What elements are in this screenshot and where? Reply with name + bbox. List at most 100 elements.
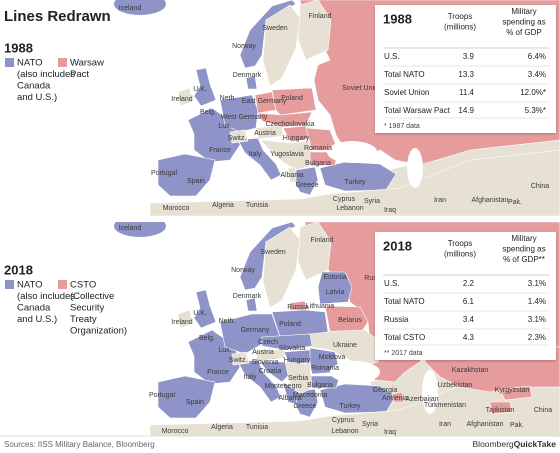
map-label: Cyprus (333, 196, 356, 203)
map-label: Morocco (162, 428, 189, 435)
table-note: * 1987 data (384, 123, 420, 130)
region (255, 124, 284, 140)
map-label: Hungary (284, 357, 311, 364)
map-label: Algeria (211, 424, 233, 431)
table-year: 1988 (383, 11, 412, 26)
region (114, 222, 166, 237)
troops-value: 3.4 (463, 315, 475, 324)
map-label: Czechoslovakia (265, 121, 314, 128)
troops-value: 3.9 (463, 52, 475, 61)
row-name: U.S. (384, 279, 400, 288)
year-label: 1988 (4, 40, 33, 55)
legend-label: Security (70, 303, 105, 314)
map-label: China (531, 183, 549, 190)
region (193, 67, 217, 107)
legend-label: Treaty (70, 314, 97, 325)
row-name: Total NATO (384, 70, 425, 79)
map-label: Lebanon (331, 428, 358, 435)
map-label: Norway (231, 267, 255, 274)
map-label: China (534, 407, 552, 414)
legend-label: (also includes (17, 69, 75, 80)
table-header: Military (511, 234, 536, 243)
map-label: Romania (311, 365, 339, 372)
panel-1988: Iceland Finland Sweden Norway Denmark Soviet … (4, 0, 560, 216)
map-label: Belg. (200, 109, 216, 116)
legend-label: (also includes (17, 291, 75, 302)
map-label: Ireland (171, 319, 193, 326)
map-label: Kyrgyzstan (495, 387, 530, 394)
region (157, 375, 216, 419)
region (407, 148, 423, 188)
map-label: Albania (280, 172, 303, 179)
map-label: Austria (254, 130, 276, 137)
map-label: Finland (311, 237, 334, 244)
map-label: Greece (296, 182, 319, 189)
region (262, 4, 301, 87)
map-label: Iceland (119, 5, 142, 12)
map-label: Tunisia (246, 424, 268, 431)
spending-value: 3.4% (528, 70, 546, 79)
map-label: Finland (309, 13, 332, 20)
region (254, 349, 286, 362)
spending-value: 1.4% (528, 297, 546, 306)
map-label: Sweden (262, 25, 287, 32)
map-label: Tajikistan (486, 407, 515, 414)
row-name: Total Warsaw Pact (384, 106, 451, 115)
row-name: Russia (384, 315, 409, 324)
map-label: Iran (434, 197, 446, 204)
map-label: Lux. (218, 123, 231, 130)
spending-value: 3.1% (528, 315, 546, 324)
map-label: Portugal (151, 170, 178, 177)
panel-2018: Iceland Finland Sweden Norway Estonia Russia D… (4, 222, 560, 436)
map-label: Spain (187, 178, 205, 185)
map-label: Macedonia (293, 392, 327, 399)
row-name: U.S. (384, 52, 400, 61)
map-label: Poland (279, 321, 301, 328)
map-label: Iran (439, 421, 451, 428)
row-name: Total CSTO (384, 333, 425, 342)
map-label: Neth. (219, 318, 236, 325)
legend-label: NATO (17, 280, 43, 291)
map-label: Croatia (259, 368, 282, 375)
title: Lines Redrawn (4, 8, 111, 25)
region (284, 361, 313, 395)
map-label: East Germany (242, 98, 287, 105)
region (287, 167, 297, 183)
region (193, 289, 217, 329)
map-label: Montenegro (264, 383, 301, 390)
source: Sources: IISS Military Balance, Bloomber… (4, 440, 155, 449)
region (237, 137, 282, 181)
map-label: Italy (244, 374, 257, 381)
legend-swatch (5, 58, 14, 67)
table-header: spending as (502, 18, 545, 27)
region (245, 75, 258, 90)
troops-value: 11.4 (459, 88, 475, 97)
legend-swatch (58, 280, 67, 289)
table-box (375, 232, 556, 360)
map-label: Portugal (149, 392, 176, 399)
region (157, 153, 216, 197)
map-label: Romania (304, 145, 332, 152)
spending-value: 5.3%* (525, 106, 546, 115)
legend-label: and U.S.) (17, 314, 57, 325)
brand: Bloomberg (473, 439, 514, 449)
region (231, 351, 250, 366)
map-label: Latvia (326, 289, 345, 296)
table-header: (millions) (444, 23, 476, 32)
map-label: Germany (241, 327, 270, 334)
map-label: Switz. (228, 135, 247, 142)
map: Iceland Finland Sweden Norway Estonia Russia D… (114, 222, 560, 436)
region (271, 87, 317, 116)
year-label: 2018 (4, 262, 33, 277)
region (229, 129, 249, 144)
map-label: Iraq (384, 429, 396, 436)
legend-label: and U.S.) (17, 92, 57, 103)
region (149, 149, 560, 216)
map-label: Italy (249, 151, 262, 158)
map-label: Neth. (220, 95, 237, 102)
legend-label: Pact (70, 69, 89, 80)
map-label: Iceland (119, 225, 142, 232)
spending-value: 3.1% (528, 279, 546, 288)
legend-label: Canada (17, 303, 51, 314)
map-label: Tunisia (246, 202, 268, 209)
